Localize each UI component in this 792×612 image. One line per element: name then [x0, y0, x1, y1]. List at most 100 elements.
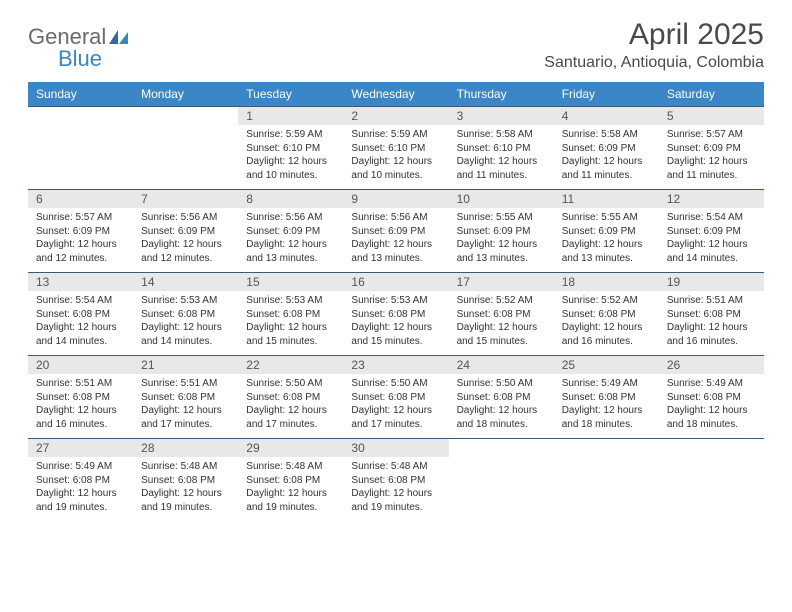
day-content: Sunrise: 5:49 AMSunset: 6:08 PMDaylight:… [659, 374, 764, 435]
sunset-line: Sunset: 6:09 PM [36, 225, 125, 239]
day-cell: 22Sunrise: 5:50 AMSunset: 6:08 PMDayligh… [238, 356, 343, 438]
day-content: Sunrise: 5:59 AMSunset: 6:10 PMDaylight:… [238, 125, 343, 186]
day-cell: 24Sunrise: 5:50 AMSunset: 6:08 PMDayligh… [449, 356, 554, 438]
daylight-line: Daylight: 12 hours and 19 minutes. [246, 487, 335, 514]
daylight-line: Daylight: 12 hours and 14 minutes. [667, 238, 756, 265]
sunrise-line: Sunrise: 5:52 AM [562, 294, 651, 308]
daylight-line: Daylight: 12 hours and 15 minutes. [246, 321, 335, 348]
day-content: Sunrise: 5:54 AMSunset: 6:09 PMDaylight:… [659, 208, 764, 269]
day-number: 15 [238, 273, 343, 291]
week-row: 27Sunrise: 5:49 AMSunset: 6:08 PMDayligh… [28, 438, 764, 521]
day-number: 25 [554, 356, 659, 374]
sunset-line: Sunset: 6:08 PM [246, 308, 335, 322]
day-cell: 8Sunrise: 5:56 AMSunset: 6:09 PMDaylight… [238, 190, 343, 272]
day-content: Sunrise: 5:51 AMSunset: 6:08 PMDaylight:… [133, 374, 238, 435]
day-cell: 28Sunrise: 5:48 AMSunset: 6:08 PMDayligh… [133, 439, 238, 521]
day-cell: 6Sunrise: 5:57 AMSunset: 6:09 PMDaylight… [28, 190, 133, 272]
daylight-line: Daylight: 12 hours and 11 minutes. [457, 155, 546, 182]
week-row: 6Sunrise: 5:57 AMSunset: 6:09 PMDaylight… [28, 189, 764, 272]
sunrise-line: Sunrise: 5:57 AM [36, 211, 125, 225]
sunset-line: Sunset: 6:10 PM [246, 142, 335, 156]
sunset-line: Sunset: 6:09 PM [351, 225, 440, 239]
weekday-tuesday: Tuesday [238, 82, 343, 106]
day-content: Sunrise: 5:51 AMSunset: 6:08 PMDaylight:… [28, 374, 133, 435]
daylight-line: Daylight: 12 hours and 18 minutes. [667, 404, 756, 431]
sunset-line: Sunset: 6:08 PM [351, 391, 440, 405]
sunrise-line: Sunrise: 5:50 AM [457, 377, 546, 391]
day-content: Sunrise: 5:52 AMSunset: 6:08 PMDaylight:… [449, 291, 554, 352]
day-cell: 5Sunrise: 5:57 AMSunset: 6:09 PMDaylight… [659, 107, 764, 189]
page-header: General Blue April 2025 Santuario, Antio… [28, 18, 764, 72]
sunrise-line: Sunrise: 5:55 AM [562, 211, 651, 225]
day-number: 7 [133, 190, 238, 208]
sunset-line: Sunset: 6:09 PM [562, 142, 651, 156]
day-number: 19 [659, 273, 764, 291]
day-content: Sunrise: 5:53 AMSunset: 6:08 PMDaylight:… [343, 291, 448, 352]
weekday-wednesday: Wednesday [343, 82, 448, 106]
sunset-line: Sunset: 6:08 PM [141, 391, 230, 405]
day-content: Sunrise: 5:58 AMSunset: 6:09 PMDaylight:… [554, 125, 659, 186]
day-number: 18 [554, 273, 659, 291]
sunset-line: Sunset: 6:08 PM [351, 308, 440, 322]
daylight-line: Daylight: 12 hours and 14 minutes. [36, 321, 125, 348]
sunrise-line: Sunrise: 5:55 AM [457, 211, 546, 225]
sunset-line: Sunset: 6:08 PM [36, 474, 125, 488]
calendar-page: General Blue April 2025 Santuario, Antio… [0, 0, 792, 531]
day-number: 16 [343, 273, 448, 291]
day-cell: 11Sunrise: 5:55 AMSunset: 6:09 PMDayligh… [554, 190, 659, 272]
sunrise-line: Sunrise: 5:50 AM [351, 377, 440, 391]
sunrise-line: Sunrise: 5:53 AM [351, 294, 440, 308]
daylight-line: Daylight: 12 hours and 19 minutes. [351, 487, 440, 514]
sunset-line: Sunset: 6:09 PM [141, 225, 230, 239]
day-number: 6 [28, 190, 133, 208]
day-cell: 25Sunrise: 5:49 AMSunset: 6:08 PMDayligh… [554, 356, 659, 438]
day-cell: 30Sunrise: 5:48 AMSunset: 6:08 PMDayligh… [343, 439, 448, 521]
day-number: 2 [343, 107, 448, 125]
weekday-sunday: Sunday [28, 82, 133, 106]
sunrise-line: Sunrise: 5:57 AM [667, 128, 756, 142]
daylight-line: Daylight: 12 hours and 17 minutes. [351, 404, 440, 431]
daylight-line: Daylight: 12 hours and 18 minutes. [457, 404, 546, 431]
day-content: Sunrise: 5:59 AMSunset: 6:10 PMDaylight:… [343, 125, 448, 186]
day-content: Sunrise: 5:50 AMSunset: 6:08 PMDaylight:… [343, 374, 448, 435]
sunrise-line: Sunrise: 5:59 AM [351, 128, 440, 142]
day-content: Sunrise: 5:55 AMSunset: 6:09 PMDaylight:… [449, 208, 554, 269]
day-number: 11 [554, 190, 659, 208]
sunrise-line: Sunrise: 5:50 AM [246, 377, 335, 391]
day-number: 24 [449, 356, 554, 374]
day-content: Sunrise: 5:58 AMSunset: 6:10 PMDaylight:… [449, 125, 554, 186]
day-cell [28, 107, 133, 189]
day-cell: 21Sunrise: 5:51 AMSunset: 6:08 PMDayligh… [133, 356, 238, 438]
day-cell: 2Sunrise: 5:59 AMSunset: 6:10 PMDaylight… [343, 107, 448, 189]
sunset-line: Sunset: 6:09 PM [667, 225, 756, 239]
sunset-line: Sunset: 6:08 PM [36, 308, 125, 322]
weekday-monday: Monday [133, 82, 238, 106]
day-number: 14 [133, 273, 238, 291]
daylight-line: Daylight: 12 hours and 19 minutes. [141, 487, 230, 514]
day-cell: 17Sunrise: 5:52 AMSunset: 6:08 PMDayligh… [449, 273, 554, 355]
day-content: Sunrise: 5:53 AMSunset: 6:08 PMDaylight:… [238, 291, 343, 352]
day-number: 10 [449, 190, 554, 208]
day-content: Sunrise: 5:53 AMSunset: 6:08 PMDaylight:… [133, 291, 238, 352]
day-number: 17 [449, 273, 554, 291]
day-number: 21 [133, 356, 238, 374]
day-cell [449, 439, 554, 521]
weekday-saturday: Saturday [659, 82, 764, 106]
sunrise-line: Sunrise: 5:59 AM [246, 128, 335, 142]
day-number: 27 [28, 439, 133, 457]
month-title: April 2025 [544, 18, 764, 52]
sunset-line: Sunset: 6:10 PM [457, 142, 546, 156]
day-number: 13 [28, 273, 133, 291]
weekday-friday: Friday [554, 82, 659, 106]
day-cell: 23Sunrise: 5:50 AMSunset: 6:08 PMDayligh… [343, 356, 448, 438]
daylight-line: Daylight: 12 hours and 12 minutes. [141, 238, 230, 265]
day-cell [659, 439, 764, 521]
day-content: Sunrise: 5:48 AMSunset: 6:08 PMDaylight:… [343, 457, 448, 518]
day-content: Sunrise: 5:56 AMSunset: 6:09 PMDaylight:… [133, 208, 238, 269]
day-cell: 19Sunrise: 5:51 AMSunset: 6:08 PMDayligh… [659, 273, 764, 355]
sunset-line: Sunset: 6:08 PM [562, 391, 651, 405]
daylight-line: Daylight: 12 hours and 10 minutes. [351, 155, 440, 182]
day-content: Sunrise: 5:51 AMSunset: 6:08 PMDaylight:… [659, 291, 764, 352]
location-text: Santuario, Antioquia, Colombia [544, 54, 764, 72]
day-cell [554, 439, 659, 521]
